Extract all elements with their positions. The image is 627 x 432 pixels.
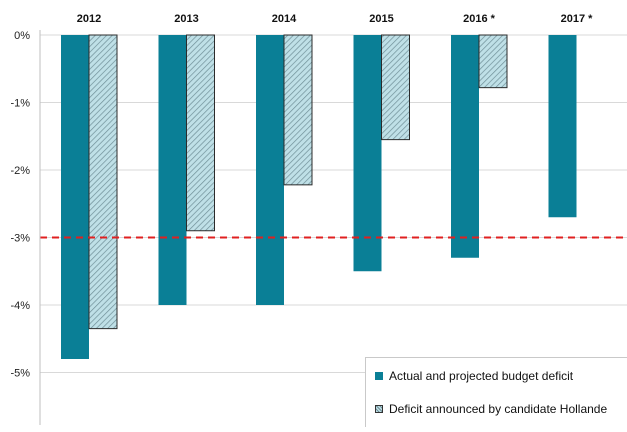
bar-hollande <box>186 34 215 232</box>
x-tick-label: 2015 <box>369 13 393 25</box>
legend-item-actual: Actual and projected budget deficit <box>375 369 573 383</box>
y-tick-label: -2% <box>10 165 30 177</box>
legend-label-actual: Actual and projected budget deficit <box>389 369 574 383</box>
bar-actual <box>548 35 577 218</box>
x-tick-label: 2016 * <box>463 13 496 25</box>
y-tick-label: 0% <box>14 30 30 42</box>
bar-actual <box>353 35 382 272</box>
x-tick-label: 2012 <box>77 13 101 25</box>
x-tick-label: 2014 <box>272 13 297 25</box>
y-tick-label: -3% <box>10 233 30 245</box>
legend-label-hollande: Deficit announced by candidate Hollande <box>389 402 608 416</box>
bars <box>61 34 577 359</box>
bar-actual <box>451 35 479 258</box>
y-axis-ticks: 0% -1% -2% -3% -4% -5% <box>10 30 30 380</box>
bar-actual <box>61 35 89 359</box>
y-tick-label: -4% <box>10 300 30 312</box>
gridlines <box>40 34 627 373</box>
x-tick-label: 2013 <box>174 13 198 25</box>
legend-swatch-hollande <box>375 405 383 413</box>
bar-actual <box>256 35 284 305</box>
x-tick-label: 2017 * <box>561 13 594 25</box>
bar-actual <box>158 35 187 305</box>
legend: Actual and projected budget deficit Defi… <box>365 357 627 427</box>
y-tick-label: -1% <box>10 98 30 110</box>
bar-hollande <box>478 34 508 89</box>
bar-hollande <box>88 34 118 330</box>
legend-item-hollande: Deficit announced by candidate Hollande <box>375 402 607 416</box>
bar-hollande <box>283 34 313 186</box>
legend-swatch-actual <box>375 372 383 380</box>
bar-hollande <box>381 34 410 141</box>
x-axis-labels: 2012 2013 2014 2015 2016 * 2017 * <box>77 13 593 25</box>
y-tick-label: -5% <box>10 368 30 380</box>
